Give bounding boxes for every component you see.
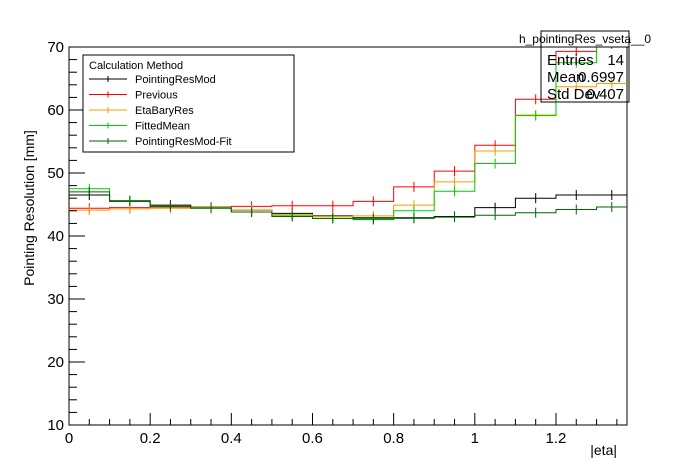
x-axis-title: |eta|	[590, 442, 617, 458]
stats-label: Mean	[547, 69, 585, 86]
legend-label: FittedMean	[135, 121, 190, 133]
y-tick-label: 10	[47, 417, 64, 434]
legend-label: PointingResMod-Fit	[135, 136, 232, 148]
x-tick-label: 0.8	[383, 430, 404, 447]
y-axis-title: Pointing Resolution [mm]	[21, 130, 37, 286]
x-tick-label: 1	[471, 430, 479, 447]
x-tick-label: 0	[65, 430, 73, 447]
y-axis: 10 20 30 40 50 60 70	[47, 39, 85, 434]
x-tick-label: 0.2	[140, 430, 161, 447]
stats-value: 14	[607, 52, 624, 69]
stats-value: 0.407	[586, 86, 624, 103]
stats-title: h_pointingRes_vseta__0	[519, 32, 651, 46]
series-pointingresmod-fit	[69, 186, 627, 224]
stats-box-border	[540, 30, 630, 103]
x-axis: 0 0.2 0.4 0.6 0.8 1 1.2	[65, 413, 618, 447]
legend-title: Calculation Method	[89, 60, 183, 72]
legend-box	[82, 54, 295, 153]
x-tick-label: 0.4	[221, 430, 242, 447]
legend-label: Previous	[135, 90, 178, 102]
stats-label: Entries	[547, 52, 594, 69]
x-tick-label: 0.6	[302, 430, 323, 447]
stats-value: 0.6997	[578, 69, 624, 86]
legend-label: EtaBaryRes	[135, 105, 194, 117]
y-tick-label: 70	[47, 39, 64, 56]
y-tick-label: 20	[47, 354, 64, 371]
y-tick-label: 30	[47, 291, 64, 308]
legend: Calculation Method PointingResMod Previou…	[82, 54, 295, 153]
x-tick-label: 1.2	[546, 430, 567, 447]
series-layer	[69, 47, 627, 225]
y-tick-label: 50	[47, 165, 64, 182]
y-tick-label: 40	[47, 228, 64, 245]
y-tick-label: 60	[47, 102, 64, 119]
stats-box: h_pointingRes_vseta__0 Entries 14 Mean0.69…	[519, 30, 651, 103]
stats-label: Std Dev	[547, 86, 601, 103]
legend-label: PointingResMod	[135, 74, 216, 86]
legend-entries: PointingResMod Previous EtaBaryRes FittedMe…	[89, 74, 232, 148]
